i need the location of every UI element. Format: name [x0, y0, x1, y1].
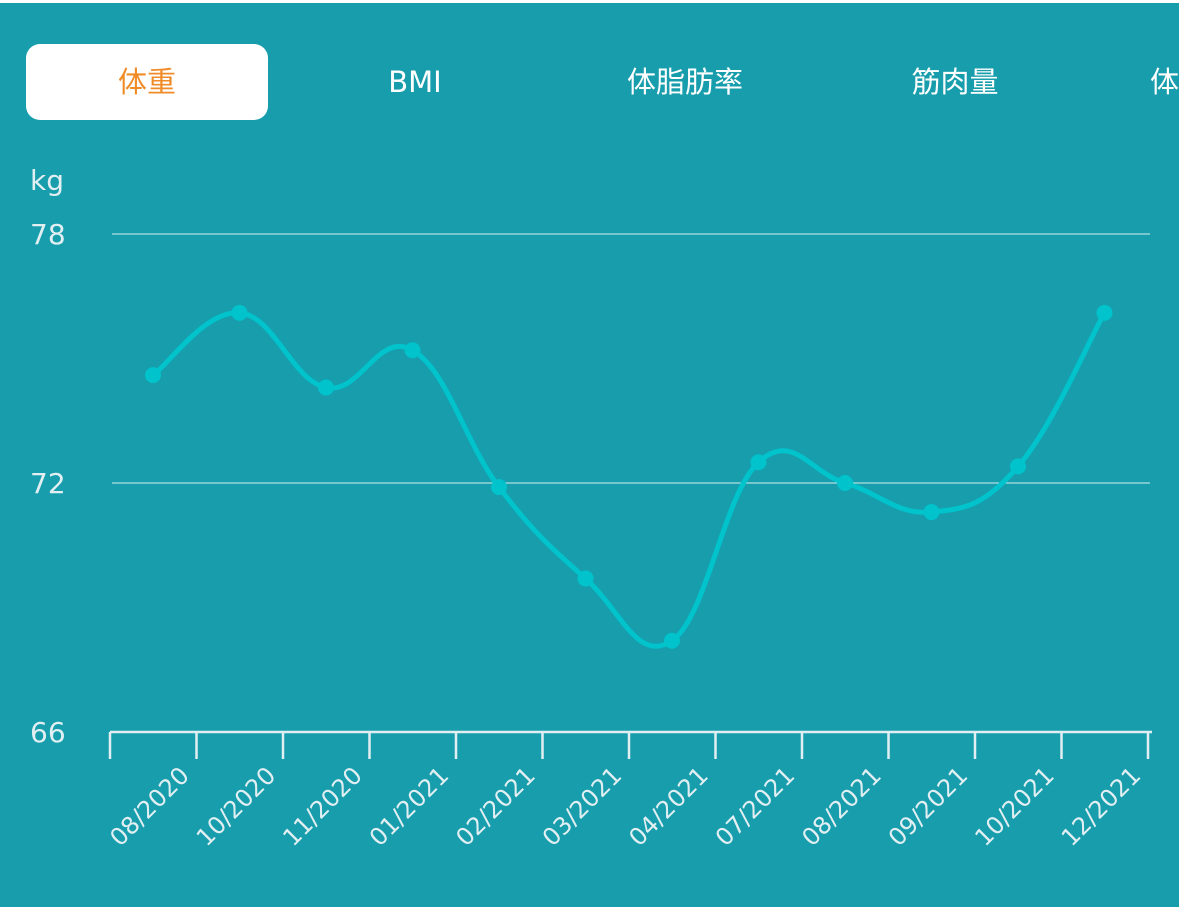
x-tick-label: 08/2020	[104, 761, 194, 851]
y-tick-label: 66	[30, 716, 66, 749]
x-tick-label: 08/2021	[796, 761, 886, 851]
data-point	[750, 454, 767, 471]
x-tick-label: 10/2021	[969, 761, 1059, 851]
x-tick-label: 03/2021	[537, 761, 627, 851]
tab-muscle[interactable]: 筋肉量	[911, 65, 999, 99]
data-point	[404, 342, 421, 359]
x-tick-label: 04/2021	[623, 761, 713, 851]
data-point	[1096, 304, 1113, 321]
tab-partial[interactable]: 体	[1150, 65, 1179, 99]
data-point	[837, 475, 853, 491]
x-tick-label: 12/2021	[1056, 761, 1146, 851]
status-strip-fill	[0, 3, 1179, 16]
data-point	[145, 367, 161, 384]
y-tick-label: 78	[30, 218, 66, 251]
y-tick-label: 72	[30, 467, 66, 500]
x-tick-label: 02/2021	[450, 761, 540, 851]
data-point	[231, 304, 248, 321]
x-tick-label: 09/2021	[883, 761, 973, 851]
weight-series-line	[150, 310, 1107, 649]
x-tick-label: 07/2021	[710, 761, 800, 851]
x-tick-label: 10/2020	[191, 761, 281, 851]
data-point	[318, 379, 334, 396]
data-point	[923, 504, 940, 521]
data-point	[664, 632, 680, 649]
data-point	[577, 570, 594, 587]
y-axis-unit: kg	[30, 164, 64, 197]
status-strip	[0, 0, 1179, 16]
tab-weight[interactable]: 体重	[26, 44, 268, 120]
data-point	[1010, 458, 1026, 475]
x-tick-label: 01/2021	[364, 761, 454, 851]
metric-tabs: 体重 BMI 体脂肪率 筋肉量 体	[0, 44, 1179, 122]
tab-bmi[interactable]: BMI	[388, 65, 442, 99]
x-tick-label: 11/2020	[277, 761, 367, 851]
data-point	[491, 479, 507, 496]
tab-body-fat[interactable]: 体脂肪率	[626, 65, 743, 99]
